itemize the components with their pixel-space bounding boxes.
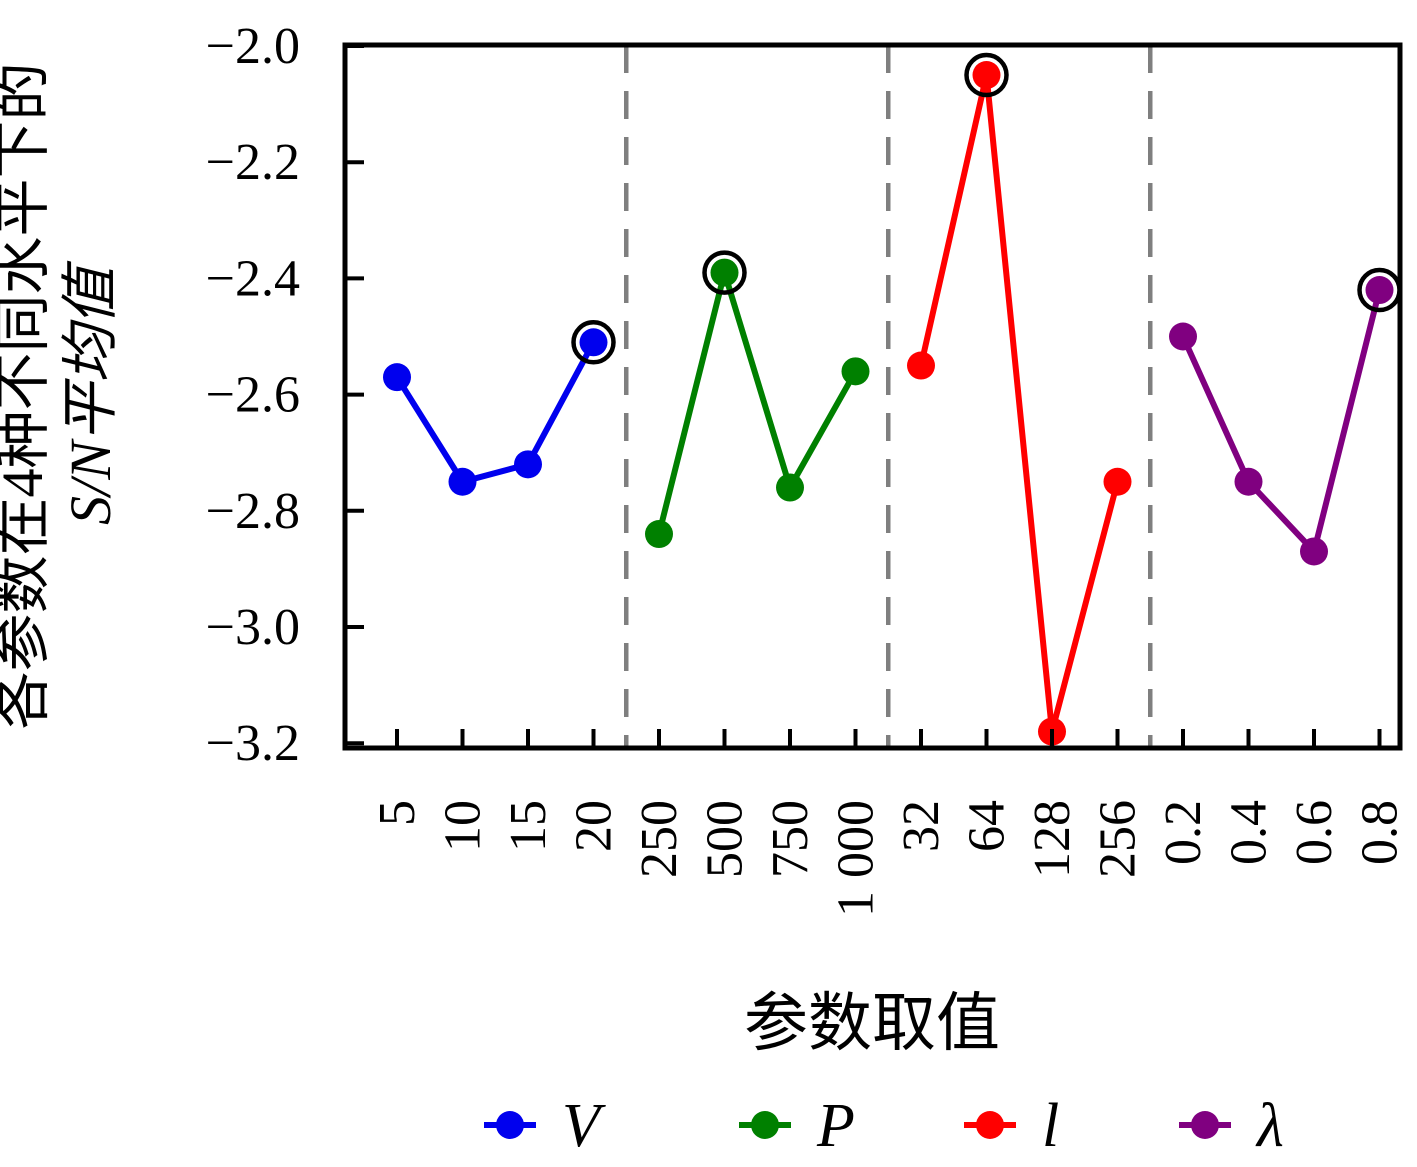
legend-marker-dot bbox=[976, 1111, 1004, 1139]
y-tick-label-−2.4: −2.4 bbox=[206, 250, 300, 307]
series-V-point-20 bbox=[579, 328, 608, 357]
y-tick-label-−2.8: −2.8 bbox=[206, 483, 300, 540]
series-P-point-500 bbox=[710, 258, 739, 287]
y-tick-label-−2.6: −2.6 bbox=[206, 367, 300, 424]
x-tick-label-64: 64 bbox=[959, 800, 1016, 852]
x-tick-label-500: 500 bbox=[697, 800, 754, 878]
legend-item-V: V bbox=[484, 1092, 606, 1160]
legend-label-V: V bbox=[562, 1092, 606, 1160]
highlight-ring-P bbox=[702, 250, 747, 295]
axis-ticks bbox=[345, 44, 1382, 748]
x-tick-label-750: 750 bbox=[762, 800, 819, 878]
series-P-point-750 bbox=[776, 473, 804, 502]
series-V-point-10 bbox=[448, 467, 477, 496]
x-tick-label-128: 128 bbox=[1024, 800, 1081, 878]
legend-item-l: l bbox=[964, 1092, 1059, 1160]
x-tick-label-0.4: 0.4 bbox=[1221, 800, 1278, 865]
y-tick-label-−3.0: −3.0 bbox=[206, 599, 300, 656]
x-tick-label-20: 20 bbox=[566, 800, 623, 852]
y-tick-labels: −2.0 −2.2 −2.4 −2.6 −2.8 −3.0 −3.2 bbox=[206, 18, 300, 772]
series-P-line bbox=[656, 261, 859, 535]
x-tick-label-10: 10 bbox=[435, 800, 492, 852]
group-separators bbox=[624, 45, 1153, 748]
highlight-ring-l bbox=[964, 52, 1009, 98]
y-tick-label-−3.2: −3.2 bbox=[206, 715, 300, 772]
x-tick-label-0.6: 0.6 bbox=[1286, 800, 1343, 865]
legend-item-λ: λ bbox=[1179, 1092, 1284, 1160]
legend-label-λ: λ bbox=[1255, 1092, 1284, 1160]
series-λ-point-0.4 bbox=[1234, 467, 1263, 496]
x-tick-label-5: 5 bbox=[369, 800, 426, 826]
series-λ-point-0.8 bbox=[1365, 276, 1394, 305]
plot-frame bbox=[342, 42, 1403, 751]
x-tick-label-0.2: 0.2 bbox=[1155, 800, 1212, 865]
series-l-point-32 bbox=[907, 351, 935, 380]
legend-marker-dot bbox=[751, 1111, 779, 1139]
series-V-point-5 bbox=[383, 363, 411, 392]
series-l-point-256 bbox=[1103, 467, 1132, 496]
series-layer bbox=[383, 52, 1402, 746]
legend-label-l: l bbox=[1042, 1092, 1059, 1160]
legend-item-P: P bbox=[739, 1092, 855, 1160]
y-axis-title-line1: 各参数在4种不同水平下的 bbox=[0, 62, 55, 729]
series-P-point-1 000 bbox=[841, 357, 870, 386]
x-tick-label-256: 256 bbox=[1090, 800, 1147, 878]
series-P-point-250 bbox=[645, 520, 673, 549]
x-tick-label-0.8: 0.8 bbox=[1352, 800, 1409, 865]
x-tick-label-32: 32 bbox=[893, 800, 950, 852]
highlight-ring-V bbox=[571, 320, 616, 365]
x-tick-label-250: 250 bbox=[631, 800, 688, 878]
legend-label-P: P bbox=[816, 1092, 855, 1160]
x-axis-title: 参数取值 bbox=[744, 988, 1000, 1059]
legend-marker-dot bbox=[496, 1111, 524, 1139]
series-l-line bbox=[918, 74, 1121, 733]
x-tick-labels: 5 10 15 20 250 500 750 1 000 32 64 128 256 0.2 0.4 0.6… bbox=[369, 800, 1409, 917]
series-V-point-15 bbox=[514, 450, 542, 479]
y-tick-label-−2.0: −2.0 bbox=[206, 18, 300, 75]
series-λ-line bbox=[1180, 289, 1383, 558]
series-l-point-64 bbox=[972, 61, 1001, 90]
series-V-line bbox=[394, 340, 597, 486]
x-tick-label-15: 15 bbox=[500, 800, 557, 852]
series-λ-point-0.2 bbox=[1169, 322, 1197, 351]
x-tick-label-1000: 1 000 bbox=[828, 800, 885, 917]
series-λ-point-0.6 bbox=[1300, 537, 1328, 566]
y-tick-label-−2.2: −2.2 bbox=[206, 134, 300, 191]
y-axis-title-line2: S/N平均值 bbox=[58, 260, 123, 525]
legend-marker-dot bbox=[1191, 1111, 1219, 1139]
